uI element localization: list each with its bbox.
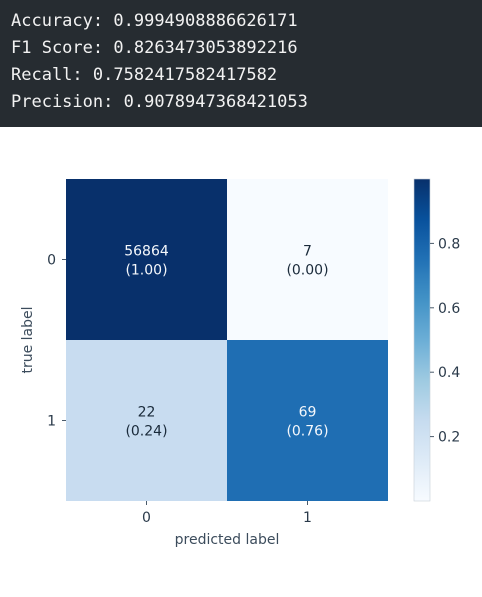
y-axis-label: true label: [20, 306, 36, 373]
colorbar-tick-label: 0.6: [438, 301, 460, 317]
y-tick-label: 1: [47, 414, 56, 430]
colorbar-tick-label: 0.8: [438, 236, 460, 252]
metric-f1-score: F1 Score: 0.8263473053892216: [11, 38, 298, 58]
cell-count-label: 7: [303, 244, 312, 260]
metric-accuracy: Accuracy: 0.9994908886626171: [11, 11, 298, 31]
x-axis-label: predicted label: [175, 532, 280, 548]
cell-fraction-label: (0.00): [286, 263, 328, 279]
metric-precision: Precision: 0.9078947368421053: [11, 92, 308, 112]
colorbar-tick-label: 0.2: [438, 430, 460, 446]
matrix-cell: [227, 340, 388, 501]
cell-count-label: 22: [138, 405, 156, 421]
colorbar: [413, 178, 431, 502]
cell-fraction-label: (0.24): [125, 424, 167, 440]
x-tick-label: 1: [303, 510, 312, 526]
cell-count-label: 69: [299, 405, 317, 421]
confusion-matrix-chart: 56864 (1.00) 7 (0.00) 22 (0.24) 69 (0.76) 0 1 0 1 pr…: [20, 178, 460, 548]
matrix-cell: [66, 179, 227, 340]
cell-count-label: 56864: [124, 244, 169, 260]
x-tick-label: 0: [142, 510, 151, 526]
colorbar-tick-label: 0.4: [438, 365, 460, 381]
matrix-cell: [66, 340, 227, 501]
cell-fraction-label: (1.00): [125, 263, 167, 279]
y-tick-label: 0: [47, 253, 56, 269]
metric-recall: Recall: 0.7582417582417582: [11, 65, 278, 85]
matrix-cell: [227, 179, 388, 340]
cell-fraction-label: (0.76): [286, 424, 328, 440]
metrics-output: Accuracy: 0.9994908886626171 F1 Score: 0…: [0, 0, 482, 127]
